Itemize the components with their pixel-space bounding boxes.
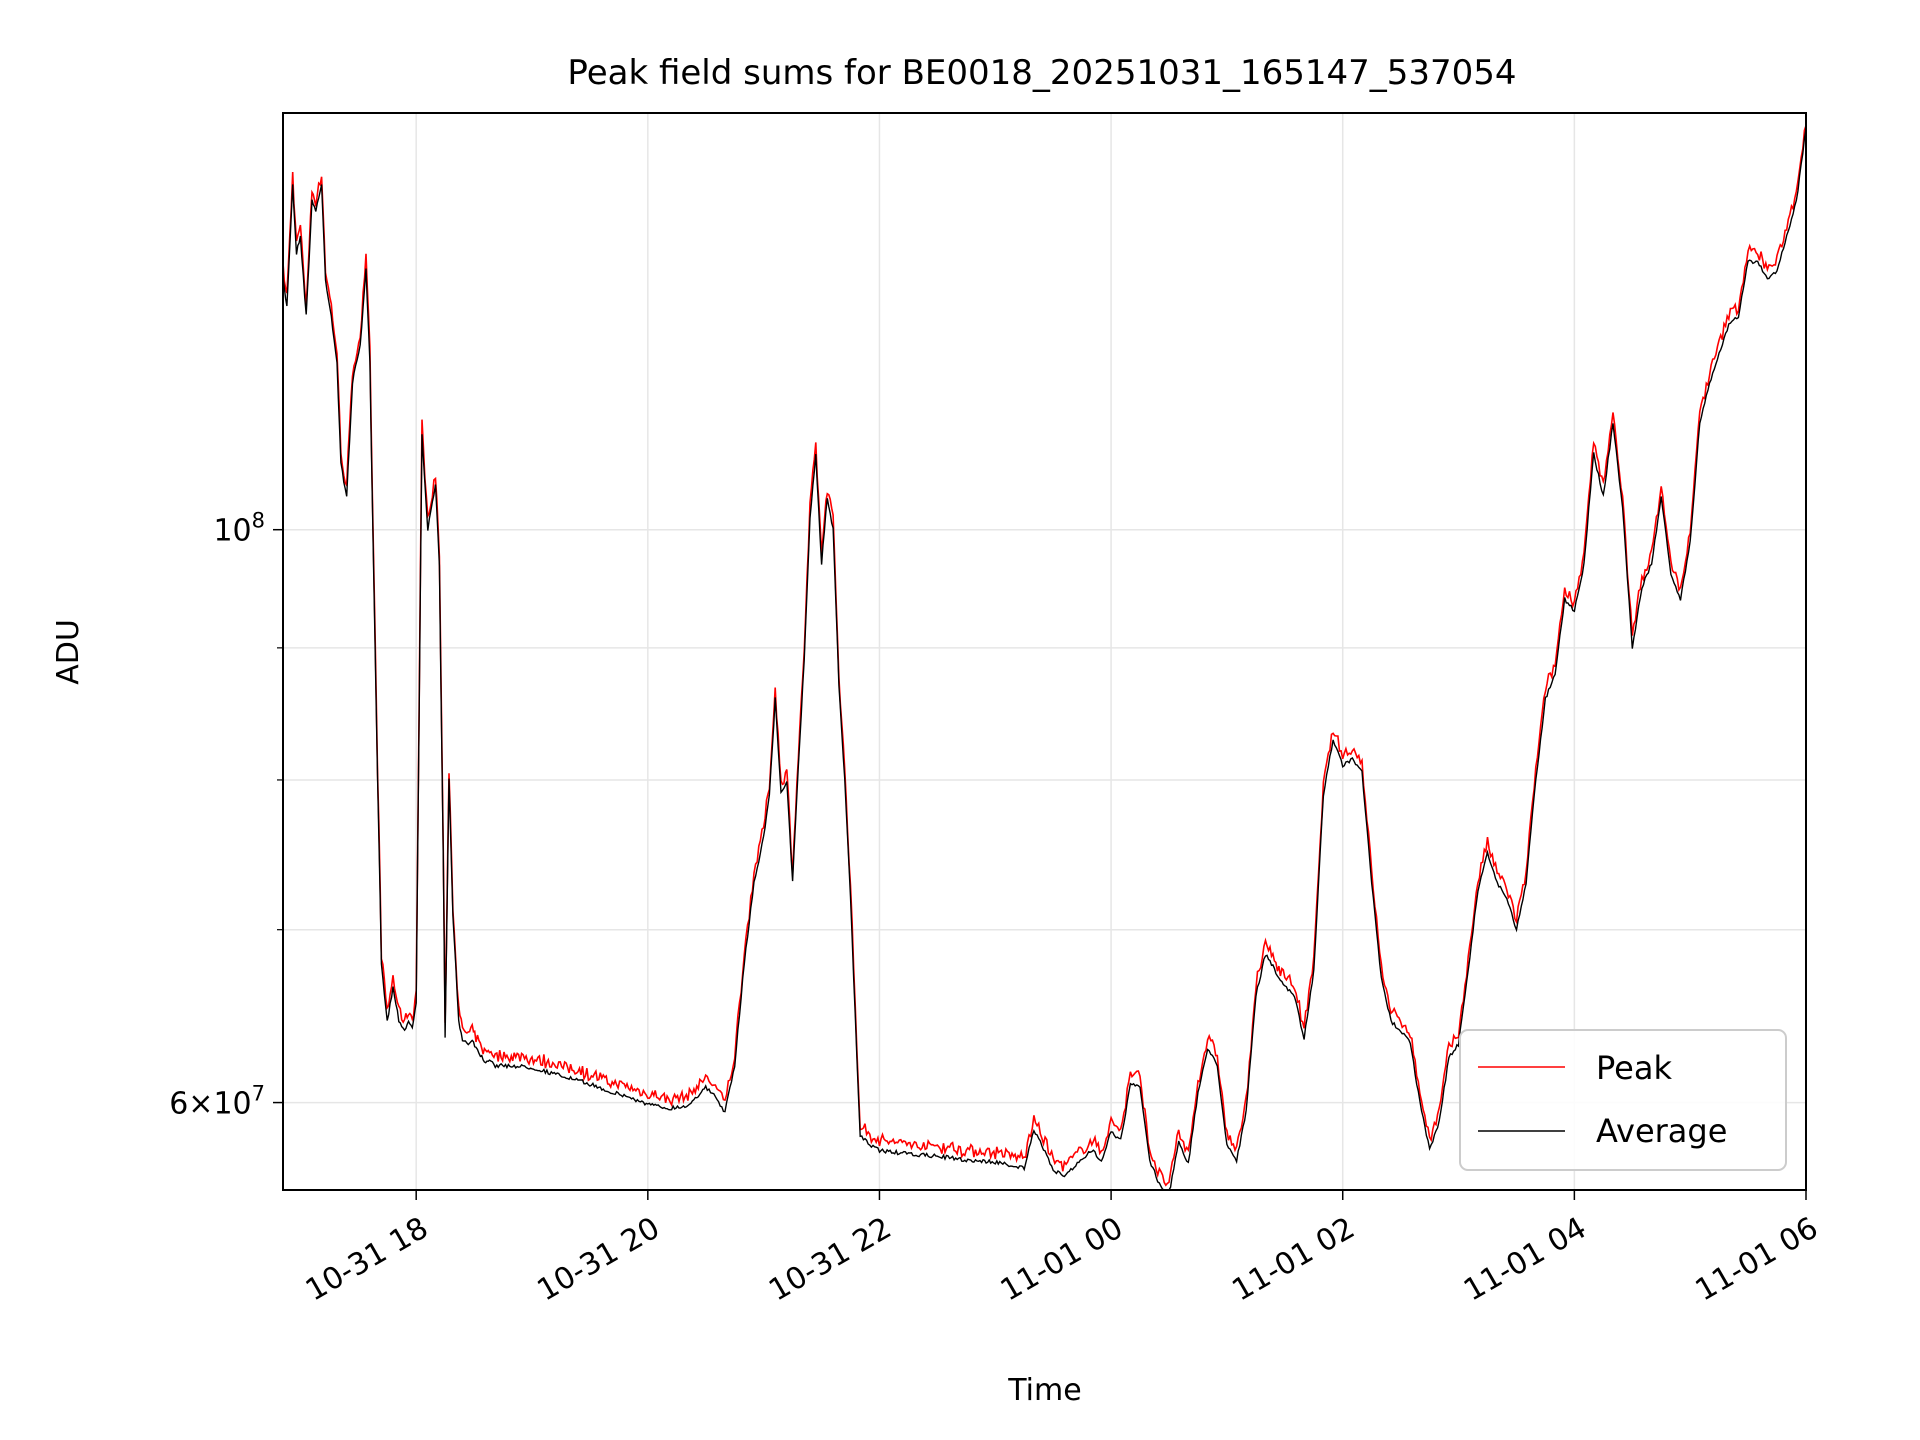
chart-title: Peak field sums for BE0018_20251031_1651… <box>567 53 1516 93</box>
grid <box>283 113 1807 1190</box>
y-tick-label: 108 <box>213 509 265 549</box>
y-tick-label: 6×107 <box>169 1082 265 1122</box>
legend-peak-label: Peak <box>1596 1049 1672 1087</box>
legend: Peak Average <box>1459 1029 1787 1171</box>
x-axis-label: Time <box>1007 1373 1081 1408</box>
plot-frame <box>282 112 1807 1191</box>
series-average-line <box>282 128 1807 1191</box>
series-peak-line <box>282 125 1807 1187</box>
y-axis-label: ADU <box>51 619 86 685</box>
legend-box <box>1459 1029 1787 1171</box>
y-axis: 108 6×107 <box>169 509 283 1122</box>
legend-average-label: Average <box>1596 1112 1727 1150</box>
plot-area <box>282 125 1807 1191</box>
